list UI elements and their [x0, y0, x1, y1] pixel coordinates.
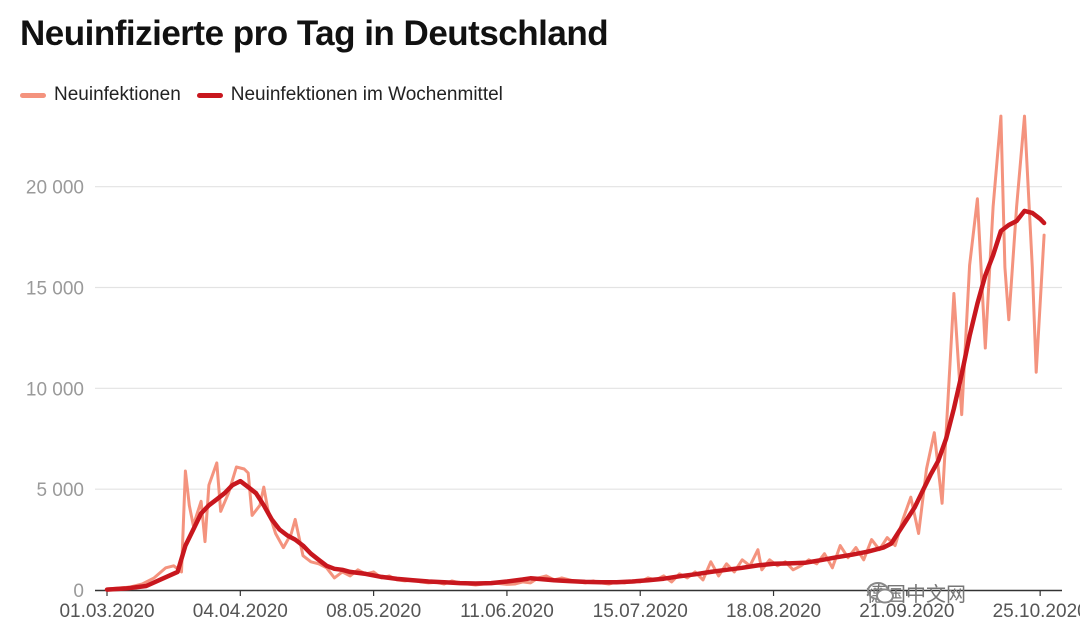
- y-tick-label: 20 000: [26, 178, 84, 199]
- x-tick-label: 25.10.2020: [993, 601, 1080, 622]
- y-tick-label: 0: [73, 581, 84, 602]
- grid-layer: [95, 186, 1062, 592]
- legend: Neuinfektionen Neuinfektionen im Wochenm…: [20, 84, 519, 106]
- legend-item-weekly-average: Neuinfektionen im Wochenmittel: [196, 84, 503, 106]
- x-tick-label: 15.07.2020: [593, 601, 688, 622]
- y-axis: 0 5 000 10 000 15 000 20 000: [26, 178, 84, 602]
- legend-label-weekly-average: Neuinfektionen im Wochenmittel: [230, 84, 503, 105]
- x-tick-label: 11.06.2020: [460, 601, 554, 622]
- x-tick-label: 08.05.2020: [326, 601, 421, 622]
- series-line-weekly-average: [104, 208, 1047, 592]
- legend-swatch-weekly-average: [196, 92, 223, 98]
- x-tick-label: 04.04.2020: [193, 601, 288, 622]
- legend-item-daily: Neuinfektionen: [20, 84, 181, 106]
- x-tick-label: 18.08.2020: [726, 601, 821, 622]
- chart-title: Neuinfizierte pro Tag in Deutschland: [20, 14, 609, 53]
- legend-swatch-daily: [20, 92, 46, 98]
- x-tick-label: 01.03.2020: [59, 601, 154, 622]
- legend-label-daily: Neuinfektionen: [54, 84, 181, 105]
- y-tick-label: 10 000: [26, 379, 84, 400]
- y-tick-label: 15 000: [26, 279, 84, 300]
- x-tick-label: 21.09.2020: [859, 601, 954, 622]
- chat-bubble-icon: [867, 582, 894, 604]
- watermark: 德国中文网: [866, 578, 966, 607]
- y-tick-label: 5 000: [36, 480, 84, 501]
- series-layer: [104, 114, 1047, 592]
- x-axis: 01.03.2020 04.04.2020 08.05.2020 11.06.2020…: [59, 590, 1080, 622]
